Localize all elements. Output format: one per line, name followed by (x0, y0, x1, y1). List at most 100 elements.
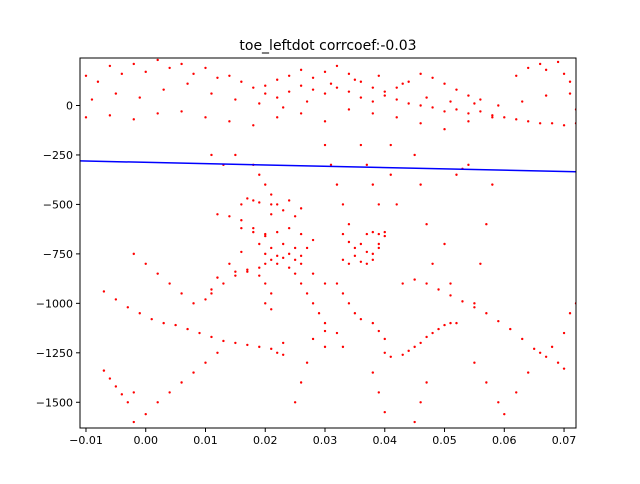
data-point (479, 110, 482, 113)
data-point (281, 209, 285, 212)
data-point (168, 391, 171, 394)
data-point (485, 312, 488, 315)
x-tick-label: −0.01 (69, 434, 103, 447)
data-point (389, 143, 392, 147)
data-point (299, 232, 303, 236)
data-point (562, 72, 566, 76)
data-point (108, 64, 112, 68)
data-point (120, 393, 124, 396)
data-point (204, 361, 207, 364)
data-point (114, 298, 118, 301)
data-point (455, 321, 458, 325)
data-point (293, 401, 297, 404)
x-axis: −0.01 0.00 0.01 0.02 0.03 0.04 0.05 0.06 0.07 (69, 428, 576, 447)
data-point (126, 306, 130, 309)
data-point (383, 234, 386, 238)
data-point (114, 385, 118, 388)
data-point (138, 312, 141, 315)
data-point (287, 199, 291, 202)
data-point (473, 361, 476, 364)
x-tick-label: 0.03 (313, 434, 338, 447)
data-point (234, 341, 237, 345)
data-point (270, 246, 273, 250)
data-point (341, 292, 345, 295)
data-point (341, 203, 345, 206)
data-point (419, 401, 422, 404)
data-point (419, 72, 422, 76)
data-point (359, 317, 363, 321)
data-point (132, 252, 135, 256)
data-point (491, 114, 494, 117)
x-tick-label: 0.00 (133, 434, 158, 447)
data-point (281, 256, 285, 260)
data-point (521, 337, 524, 341)
data-point (383, 90, 386, 93)
data-point (383, 351, 386, 355)
data-point (270, 203, 273, 206)
data-point (544, 68, 548, 72)
data-point (377, 232, 380, 236)
data-point (144, 70, 147, 74)
data-point (341, 232, 345, 236)
data-point (120, 72, 124, 76)
data-point (347, 90, 351, 93)
data-point (407, 349, 410, 353)
data-point (526, 66, 530, 70)
data-point (276, 262, 279, 265)
y-tick-label: −1250 (36, 347, 73, 360)
data-point (264, 252, 267, 256)
data-point (305, 100, 309, 103)
y-tick-label: −750 (43, 248, 73, 261)
data-point (455, 108, 458, 111)
data-point (281, 106, 285, 109)
data-point (515, 391, 518, 394)
data-point (383, 337, 386, 341)
y-tick-label: −1500 (36, 396, 73, 409)
data-point (192, 371, 195, 374)
data-point (562, 367, 566, 370)
data-point (299, 84, 303, 87)
data-point (395, 116, 398, 119)
data-point (395, 98, 398, 101)
data-point (365, 262, 369, 265)
data-point (186, 327, 189, 331)
data-point (264, 232, 267, 236)
data-point (323, 345, 327, 349)
data-point (485, 223, 488, 226)
data-point (323, 282, 327, 285)
data-point (281, 341, 285, 345)
data-point (287, 252, 291, 256)
plot-area (80, 58, 576, 424)
data-point (413, 420, 416, 424)
data-point (240, 203, 243, 206)
x-tick-label: 0.05 (432, 434, 457, 447)
data-point (311, 272, 315, 275)
data-point (114, 92, 118, 95)
data-point (371, 112, 375, 115)
data-point (240, 80, 243, 83)
data-point (276, 78, 279, 81)
data-point (204, 298, 207, 301)
data-point (156, 272, 159, 275)
data-point (108, 114, 112, 117)
data-point (323, 120, 327, 123)
data-point (252, 226, 255, 230)
data-point (365, 232, 369, 236)
data-point (377, 74, 380, 78)
data-point (449, 100, 452, 103)
data-point (521, 100, 524, 103)
data-point (293, 272, 297, 275)
data-point (431, 76, 434, 79)
data-point (276, 254, 279, 258)
data-point (299, 254, 303, 258)
data-point (299, 112, 303, 115)
data-point (485, 381, 488, 384)
data-point (192, 72, 195, 76)
data-point (270, 347, 273, 351)
data-point (264, 234, 267, 238)
data-point (568, 312, 572, 315)
data-point (287, 74, 291, 78)
data-point (431, 106, 434, 109)
